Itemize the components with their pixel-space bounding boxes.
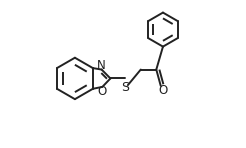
Text: N: N	[96, 59, 105, 72]
Text: O: O	[97, 85, 106, 98]
Text: O: O	[159, 84, 168, 97]
Text: S: S	[121, 81, 129, 94]
